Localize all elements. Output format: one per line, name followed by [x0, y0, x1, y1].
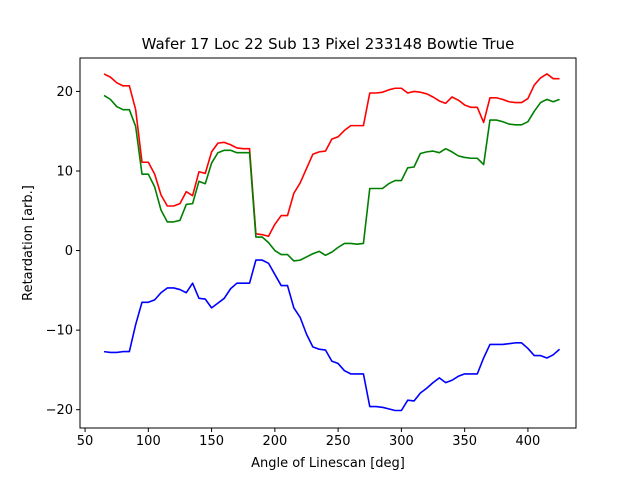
x-tick-label: 200	[262, 434, 287, 449]
series-layer	[103, 73, 561, 412]
series-line-1	[103, 73, 560, 238]
series-line-3	[103, 259, 561, 412]
y-tick-label: 0	[65, 244, 73, 259]
y-axis-label: Retardation [arb.]	[21, 185, 36, 301]
x-tick-label: 350	[452, 434, 477, 449]
x-tick-label: 100	[136, 434, 161, 449]
chart-title: Wafer 17 Loc 22 Sub 13 Pixel 233148 Bowt…	[142, 35, 515, 53]
y-tick-label: 10	[56, 164, 73, 179]
y-tick-label: −20	[46, 403, 73, 418]
plot-frame	[79, 57, 577, 429]
x-tick-label: 250	[326, 434, 351, 449]
x-tick-label: 300	[389, 434, 414, 449]
y-tick-label: 20	[56, 85, 73, 100]
x-tick-label: 150	[199, 434, 224, 449]
y-axis-ticks: −20 −10 0 10 20	[46, 85, 80, 418]
x-tick-label: 50	[77, 434, 94, 449]
x-axis-ticks: 50 100 150 200 250 300 350 400	[77, 428, 541, 449]
x-tick-label: 400	[516, 434, 541, 449]
series-line-2	[103, 94, 560, 262]
y-tick-label: −10	[46, 324, 73, 339]
x-axis-label: Angle of Linescan [deg]	[251, 456, 405, 471]
